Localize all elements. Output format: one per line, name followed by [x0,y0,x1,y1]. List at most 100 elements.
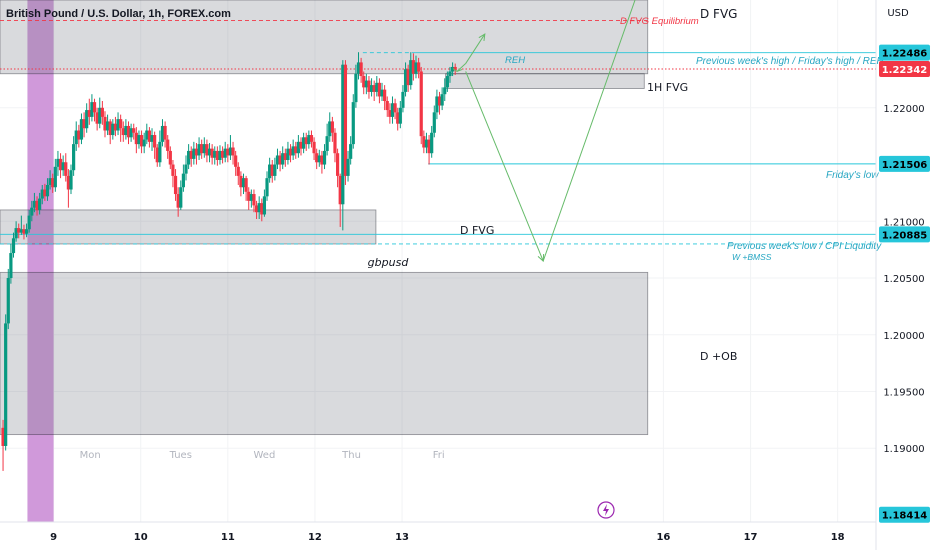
candle [411,53,415,81]
candle [27,209,31,233]
candle [9,243,13,284]
price-badge-box [879,44,930,61]
candle-body [437,96,442,106]
candle [35,196,39,216]
candle-body [398,107,402,124]
candle [205,139,209,163]
candle-body [234,155,238,167]
zone-box [0,271,649,436]
candle [213,146,217,165]
candle-body [296,141,300,154]
candle [220,146,225,164]
projection-line [465,71,544,262]
candle-body [445,76,449,88]
candle [51,173,55,193]
candle-body [17,228,21,233]
candle-body [247,191,251,201]
candle-body [275,155,280,165]
zone-label-d-fvg-lower: D FVG [460,224,494,237]
candle [435,89,439,120]
candle-body [56,158,60,167]
candle-body [325,136,329,151]
candle [108,119,112,145]
candle [403,62,408,97]
candle-body [390,103,395,117]
candle-body [341,64,345,205]
candle-body [11,238,16,254]
x-tick-label: 11 [221,532,235,543]
price-badge-label: 1.21506 [882,160,928,171]
candle-body [155,147,159,163]
candle [147,127,152,148]
candle [430,125,434,158]
candle-body [121,128,125,136]
projection-line [542,0,636,262]
candle [155,144,159,167]
candle-body [82,119,86,129]
candle-body [367,80,371,92]
candle [356,52,361,80]
candle-body [153,135,157,148]
candle [320,150,324,174]
candle [244,175,248,201]
candle [187,144,191,170]
candle-body [403,69,408,92]
candle-body [241,178,246,188]
candle [354,64,358,108]
candle [299,137,303,156]
candle [401,85,405,113]
candle [247,187,251,210]
candle-body [27,215,31,230]
candle-body [38,198,42,210]
candle [66,169,70,208]
candle [77,124,81,148]
candle-body [213,150,217,158]
price-badge-box [879,155,930,172]
candle [377,78,382,104]
candle [283,148,287,167]
day-label: Tues [169,450,192,461]
candle [396,107,400,131]
candle-body [6,278,10,324]
candle-body [85,110,89,129]
candle [440,87,444,111]
candle [249,189,253,208]
candle-body [119,119,123,129]
x-tick-label: 9 [50,532,57,543]
candle [98,97,102,129]
candle-body [343,64,348,176]
candle-body [372,85,376,92]
y-tick-label: 1.21000 [883,217,924,228]
candle [163,121,167,148]
flash-icon-bolt [603,504,609,516]
chart-title: British Pound / U.S. Dollar, 1h, FOREX.c… [6,8,231,20]
candle-body [236,166,240,176]
candle [294,141,298,159]
candle [194,142,199,165]
candle [121,121,125,142]
candle [202,137,206,158]
candle [103,111,107,138]
candle-body [443,87,447,95]
candle-body [330,121,334,133]
candle-body [108,121,112,136]
candle [333,128,337,163]
candle-body [129,128,133,138]
candle [150,128,154,151]
candle-body [309,135,314,142]
candle-body [168,150,172,165]
candle-body [278,155,282,165]
candle-body [98,107,102,124]
candle [173,169,178,201]
level-label-equilibrium: D FVG Equilibrium [620,16,699,27]
candle-body [90,102,94,117]
price-badge-box [879,226,930,243]
annotation-w-bmss: W +BMSS [732,252,772,262]
candle-body [291,146,295,156]
candle-body [364,80,368,88]
candle [95,107,99,131]
candle [134,127,138,154]
candle [286,141,290,165]
